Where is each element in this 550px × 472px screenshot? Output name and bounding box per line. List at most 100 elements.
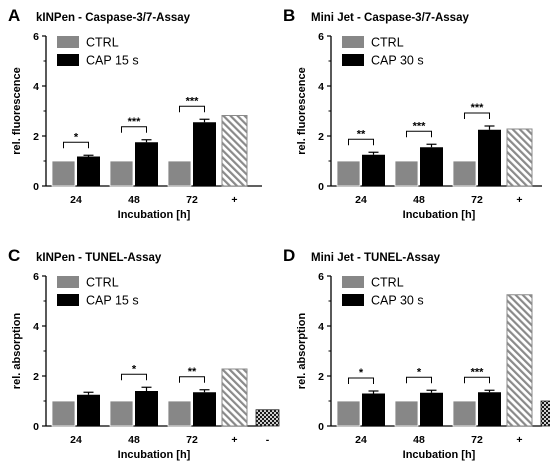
significance-bracket — [179, 105, 205, 113]
y-axis-label: rel. absorption — [296, 313, 308, 390]
y-tick-label: 4 — [318, 321, 324, 333]
bar-cap — [77, 156, 100, 186]
y-axis-label: rel. fluorescence — [11, 67, 23, 154]
significance-marker: *** — [413, 120, 427, 132]
bar-cap — [362, 154, 385, 186]
significance-marker: * — [417, 366, 422, 378]
bar-positive-control — [506, 128, 533, 187]
significance-bracket — [406, 376, 432, 384]
bar-ctrl — [452, 400, 477, 427]
bar-positive-control — [221, 368, 248, 427]
bar-cap — [135, 391, 158, 426]
panel-letter: B — [283, 6, 295, 25]
y-tick-label: 6 — [33, 31, 39, 43]
bar-cap — [193, 392, 216, 426]
y-tick-label: 4 — [33, 321, 39, 333]
chart-title: Mini Jet - Caspase-3/7-Assay — [311, 12, 469, 24]
y-tick-label: 0 — [318, 181, 324, 193]
y-tick-label: 6 — [33, 271, 39, 283]
significance-marker: ** — [357, 128, 366, 140]
x-tick-label: + — [516, 194, 522, 206]
significance-marker: *** — [186, 95, 200, 107]
significance-marker: *** — [471, 366, 485, 378]
significance-bracket — [348, 377, 374, 384]
bar-negative-control — [540, 400, 550, 427]
y-tick-label: 2 — [318, 131, 324, 143]
bar-cap — [362, 393, 385, 426]
x-tick-label: 72 — [186, 194, 198, 206]
bar-cap — [135, 142, 158, 186]
x-tick-label: 72 — [186, 434, 198, 446]
x-tick-label: 24 — [70, 194, 82, 206]
panel-letter: C — [8, 246, 20, 265]
bar-cap — [420, 392, 443, 426]
chart-title: Mini Jet - TUNEL-Assay — [311, 252, 441, 264]
bar-cap — [478, 392, 501, 426]
bar-cap — [478, 129, 501, 186]
bar-ctrl — [167, 400, 192, 427]
significance-bracket — [406, 130, 432, 138]
bar-ctrl — [167, 160, 192, 187]
x-tick-label: - — [266, 434, 270, 446]
chart-title: kINPen - TUNEL-Assay — [36, 252, 162, 264]
bar-ctrl — [336, 400, 361, 427]
y-tick-label: 4 — [33, 81, 39, 93]
significance-marker: *** — [128, 116, 142, 128]
legend-label-ctrl: CTRL — [371, 276, 404, 290]
bar-cap — [193, 122, 216, 186]
significance-marker: *** — [471, 102, 485, 114]
bar-cap — [420, 147, 443, 186]
legend-swatch-cap — [342, 294, 364, 306]
x-axis-label: Incubation [h] — [118, 209, 191, 221]
x-tick-label: 24 — [70, 434, 82, 446]
legend-swatch-ctrl — [342, 36, 364, 48]
significance-marker: * — [74, 131, 79, 143]
legend-label-cap: CAP 15 s — [86, 54, 139, 68]
x-tick-label: 72 — [471, 194, 483, 206]
bar-negative-control — [255, 409, 280, 427]
x-tick-label: 24 — [355, 194, 367, 206]
x-tick-label: 72 — [471, 434, 483, 446]
legend-label-cap: CAP 15 s — [86, 294, 139, 308]
significance-bracket — [464, 112, 490, 119]
y-tick-label: 2 — [33, 371, 39, 383]
significance-marker: ** — [188, 366, 197, 378]
y-tick-label: 0 — [318, 421, 324, 433]
y-tick-label: 4 — [318, 81, 324, 93]
bar-ctrl — [109, 400, 134, 427]
significance-bracket — [179, 376, 205, 383]
x-tick-label: + — [516, 434, 522, 446]
bar-positive-control — [221, 115, 248, 187]
significance-bracket — [464, 376, 490, 384]
y-axis-label: rel. fluorescence — [296, 67, 308, 154]
legend-label-cap: CAP 30 s — [371, 54, 424, 68]
x-tick-label: 24 — [355, 434, 367, 446]
x-tick-label: 48 — [128, 434, 140, 446]
bar-ctrl — [336, 160, 361, 187]
x-tick-label: + — [231, 194, 237, 206]
y-axis-label: rel. absorption — [11, 313, 23, 390]
bar-ctrl — [109, 160, 134, 187]
significance-bracket — [121, 373, 147, 381]
significance-bracket — [63, 141, 89, 149]
significance-bracket — [121, 126, 147, 133]
x-axis-label: Incubation [h] — [118, 449, 191, 461]
legend-label-ctrl: CTRL — [86, 276, 119, 290]
panel-letter: D — [283, 246, 295, 265]
significance-marker: * — [132, 363, 137, 375]
legend-swatch-ctrl — [342, 276, 364, 288]
bar-cap — [77, 394, 100, 426]
legend-swatch-ctrl — [57, 276, 79, 288]
x-tick-label: 48 — [413, 434, 425, 446]
y-tick-label: 0 — [33, 421, 39, 433]
y-tick-label: 6 — [318, 31, 324, 43]
panel-letter: A — [8, 6, 20, 25]
x-axis-label: Incubation [h] — [403, 449, 476, 461]
bar-ctrl — [394, 400, 419, 427]
bar-ctrl — [51, 400, 76, 427]
